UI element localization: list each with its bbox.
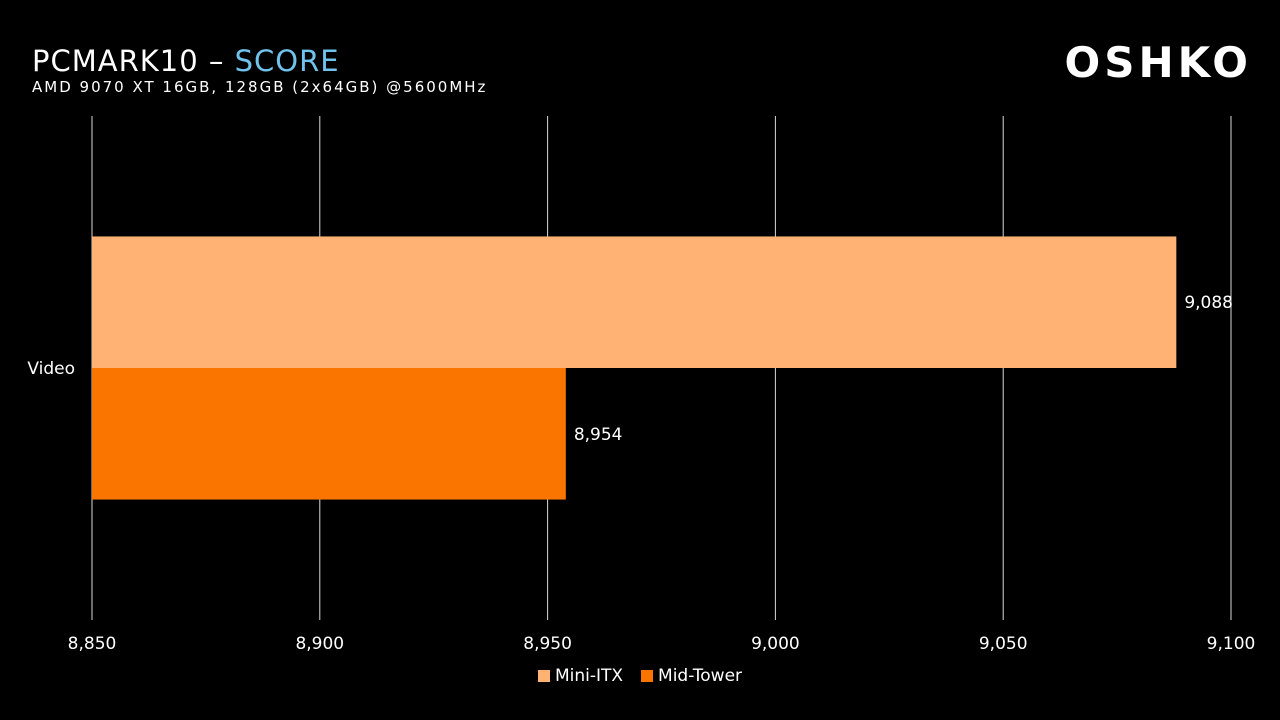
legend-item: Mini-ITX — [537, 666, 624, 686]
brand-logo: OSHKO — [1064, 38, 1252, 87]
data-label: 9,088 — [1184, 293, 1233, 313]
x-tick-label: 9,100 — [1207, 634, 1256, 654]
x-tick-labels: 8,850 8,900 8,950 9,000 9,050 9,100 — [68, 634, 1256, 654]
legend-swatch — [641, 670, 654, 682]
chart-legend: Mini-ITX Mid-Tower — [0, 666, 1280, 686]
category-labels: Video — [27, 359, 75, 379]
bar-mini-itx — [92, 236, 1177, 368]
x-tick-label: 8,950 — [523, 634, 572, 654]
x-tick-label: 9,000 — [751, 634, 800, 654]
x-tick-label: 9,050 — [979, 634, 1028, 654]
value-labels: 9,088 8,954 — [574, 293, 1233, 445]
chart-title-accent: SCORE — [234, 44, 340, 78]
chart-subtitle: AMD 9070 XT 16GB, 128GB (2x64GB) @5600MH… — [32, 78, 488, 96]
chart-title-main: PCMARK10 – — [32, 44, 235, 78]
bar-mid-tower — [92, 368, 566, 500]
legend-swatch — [537, 670, 550, 682]
legend-label: Mid-Tower — [658, 666, 743, 686]
bars — [92, 236, 1177, 500]
data-label: 8,954 — [574, 425, 623, 445]
chart-header: PCMARK10 – SCORE AMD 9070 XT 16GB, 128GB… — [32, 42, 487, 96]
legend-label: Mini-ITX — [554, 666, 624, 686]
chart-title: PCMARK10 – SCORE — [32, 42, 487, 80]
x-tick-label: 8,850 — [68, 634, 117, 654]
x-tick-label: 8,900 — [295, 634, 344, 654]
legend-item: Mid-Tower — [641, 666, 742, 686]
category-label: Video — [27, 359, 75, 379]
